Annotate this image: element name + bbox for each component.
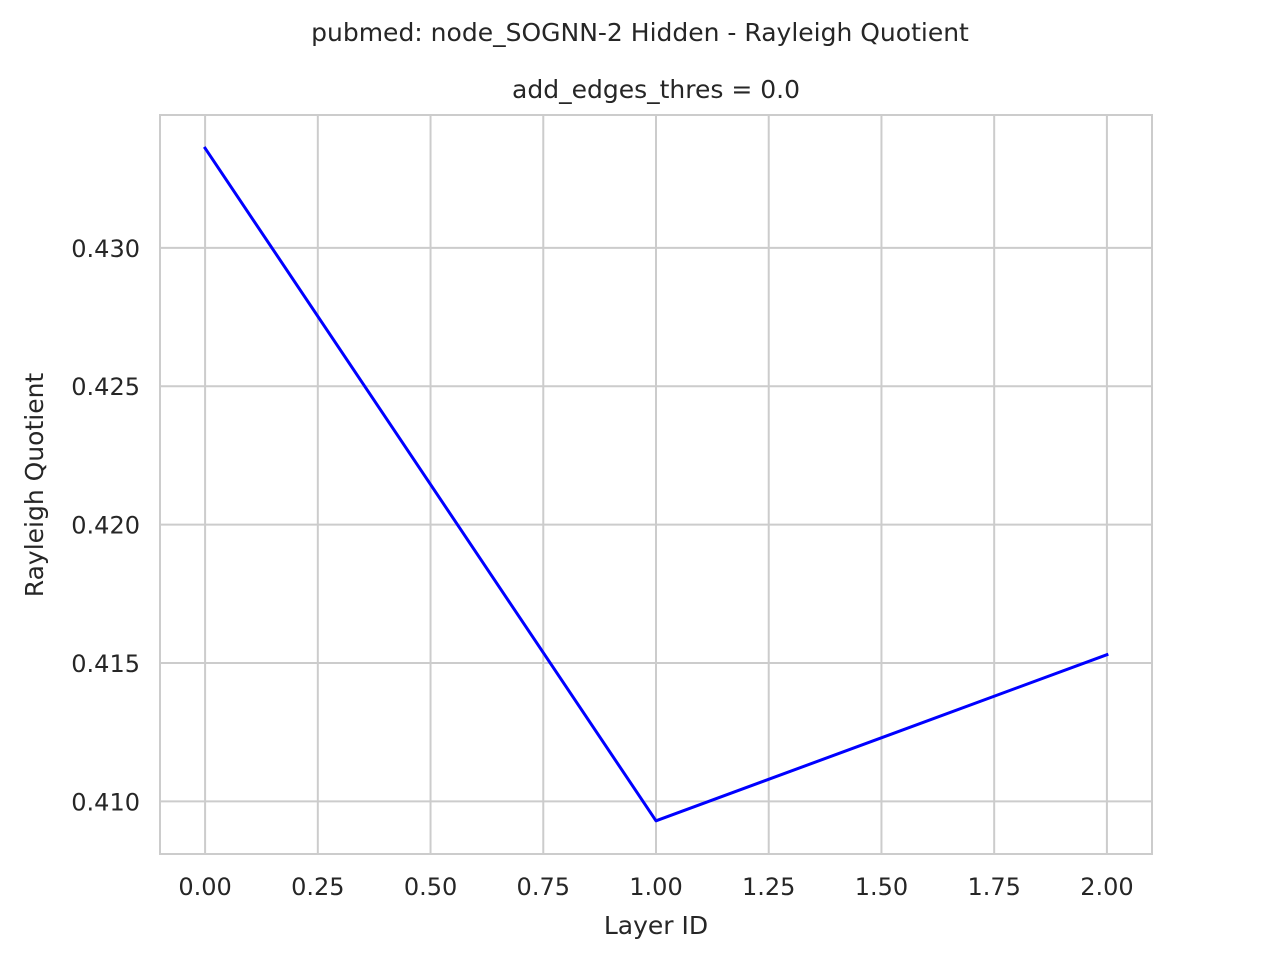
x-tick-label: 0.75 [517, 873, 570, 901]
grid [160, 115, 1152, 854]
y-tick-label: 0.410 [71, 788, 140, 816]
y-tick-label: 0.415 [71, 650, 140, 678]
x-tick-label: 1.25 [742, 873, 795, 901]
chart-suptitle: pubmed: node_SOGNN-2 Hidden - Rayleigh Q… [311, 18, 969, 47]
x-tick-label: 2.00 [1080, 873, 1133, 901]
chart-title: add_edges_thres = 0.0 [512, 75, 800, 104]
y-tick-label: 0.420 [71, 512, 140, 540]
plot-frame [159, 114, 1153, 855]
y-tick-labels: 0.410 0.415 0.420 0.425 0.430 [71, 235, 140, 817]
series-group [203, 146, 1109, 823]
x-tick-label: 1.00 [629, 873, 682, 901]
x-tick-label: 0.50 [404, 873, 457, 901]
x-tick-label: 1.50 [855, 873, 908, 901]
x-axis-label: Layer ID [604, 911, 708, 940]
x-tick-labels: 0.00 0.25 0.50 0.75 1.00 1.25 1.50 1.75 2.00 [178, 873, 1133, 901]
y-axis-label: Rayleigh Quotient [20, 373, 49, 598]
y-tick-label: 0.425 [71, 373, 140, 401]
series-line [203, 146, 1109, 823]
x-tick-label: 1.75 [967, 873, 1020, 901]
x-tick-label: 0.00 [178, 873, 231, 901]
x-tick-label: 0.25 [291, 873, 344, 901]
y-tick-label: 0.430 [71, 235, 140, 263]
